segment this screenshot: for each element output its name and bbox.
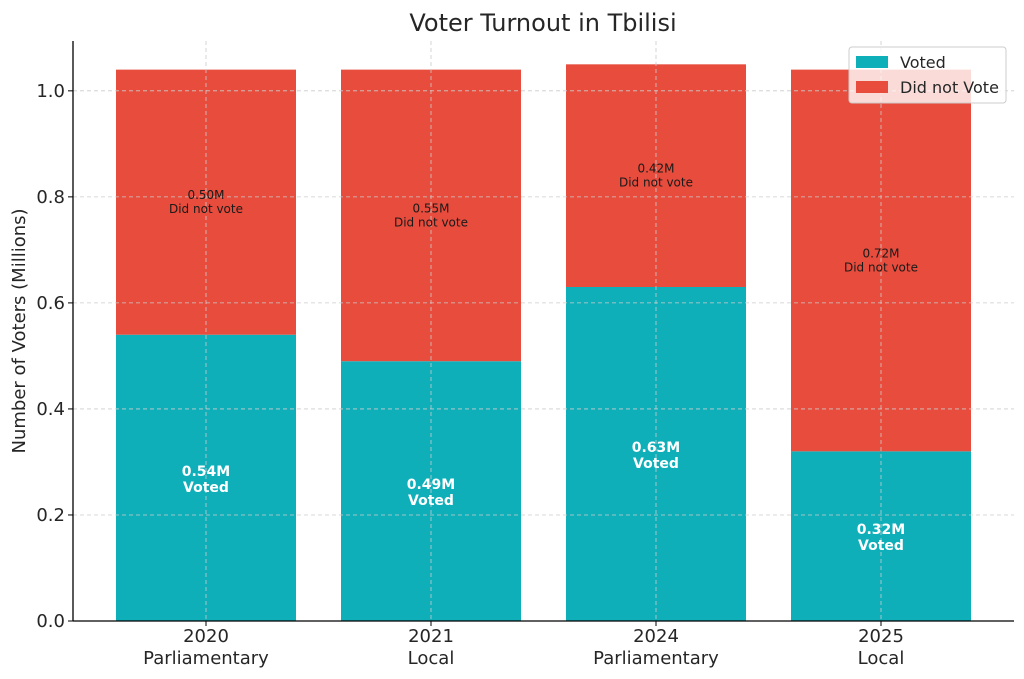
x-tick-type: Local	[408, 648, 455, 669]
x-tick-type: Parliamentary	[593, 648, 719, 669]
bar-value-label: 0.32M	[857, 522, 905, 538]
x-tick-year: 2025	[858, 626, 904, 647]
y-tick-label: 0.6	[36, 293, 65, 314]
x-tick-type: Parliamentary	[143, 648, 269, 669]
legend-box	[848, 46, 1007, 104]
bar-value-label: 0.49M	[407, 477, 455, 493]
legend-swatch-voted	[856, 56, 888, 68]
bar-value-label: 0.72M	[862, 246, 899, 260]
x-tick-year: 2020	[183, 626, 229, 647]
bar-text-label: Did not vote	[169, 202, 243, 216]
chart-title: Voter Turnout in Tbilisi	[409, 9, 676, 37]
x-tick-type: Local	[858, 648, 905, 669]
bar-value-label: 0.54M	[182, 464, 230, 480]
y-tick-label: 0.8	[36, 187, 65, 208]
legend-label-did-not-vote: Did not Vote	[900, 78, 999, 97]
y-tick-label: 0.4	[36, 399, 65, 420]
x-ticks: 2020Parliamentary2021Local2024Parliament…	[143, 621, 904, 669]
bars	[116, 64, 971, 621]
bar-text-label: Voted	[858, 538, 904, 554]
x-tick-year: 2024	[633, 626, 679, 647]
bar-value-label: 0.55M	[412, 201, 449, 215]
bar-text-label: Did not vote	[619, 176, 693, 190]
legend-swatch-did-not-vote	[856, 81, 888, 93]
bar-voted	[791, 451, 971, 621]
bar-text-label: Voted	[183, 480, 229, 496]
y-axis-label: Number of Voters (Millions)	[9, 208, 30, 453]
bar-value-label: 0.50M	[187, 188, 224, 202]
bar-value-label: 0.63M	[632, 440, 680, 456]
axes	[72, 41, 1014, 622]
y-ticks: 0.0 0.2 0.4 0.6 0.8 1.0	[36, 81, 73, 632]
x-tick-year: 2021	[408, 626, 454, 647]
bar-value-label: 0.42M	[637, 162, 674, 176]
bar-text-label: Voted	[633, 456, 679, 472]
bar-text-label: Did not vote	[394, 215, 468, 229]
bar-text-label: Voted	[408, 493, 454, 509]
legend: Voted Did not Vote	[848, 46, 1007, 104]
legend-label-voted: Voted	[900, 53, 946, 72]
y-tick-label: 0.0	[36, 611, 65, 632]
y-tick-label: 0.2	[36, 505, 65, 526]
bar-text-label: Did not vote	[844, 260, 918, 274]
y-tick-label: 1.0	[36, 81, 65, 102]
